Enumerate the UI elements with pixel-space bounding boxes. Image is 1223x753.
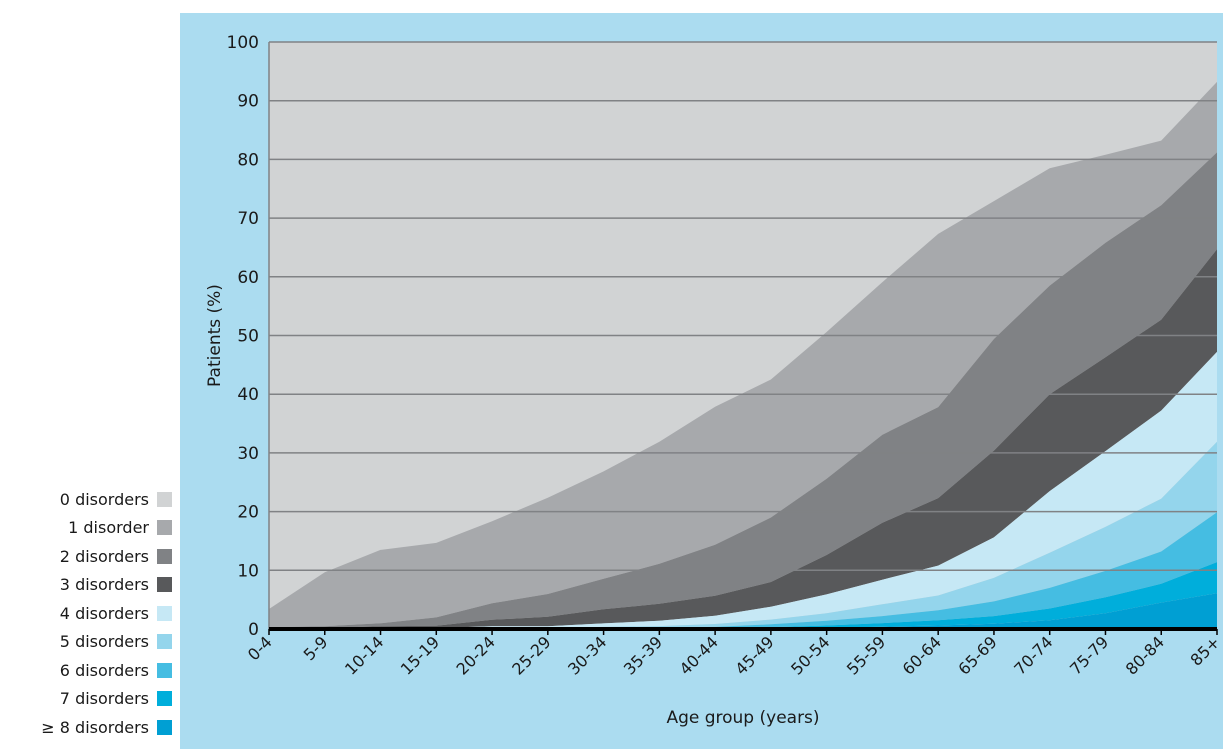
x-axis-label: Age group (years) [666, 708, 819, 728]
legend-item: 3 disorders [60, 574, 172, 596]
legend-label: 3 disorders [59, 575, 149, 594]
y-tick-label: 90 [237, 92, 259, 112]
legend-item: 1 disorder [68, 517, 172, 539]
series-4-area [269, 351, 1217, 629]
legend-label: 2 disorders [59, 546, 149, 566]
legend-label: 0 disorders [59, 489, 149, 509]
y-tick-label: 40 [237, 385, 259, 405]
legend-item: 5 disorders [60, 631, 172, 653]
y-tick-label: 70 [237, 209, 259, 229]
legend-label: 6 disorders [59, 660, 149, 680]
gridlines [269, 41, 1217, 572]
legend-item: 0 disorders [60, 488, 172, 510]
legend-item: 7 disorders [60, 688, 172, 710]
y-tick-label: 50 [237, 327, 259, 347]
legend-swatch [157, 548, 172, 564]
legend-label: 1 disorder [68, 518, 149, 537]
legend-swatch [157, 520, 172, 535]
legend-label: ≥ 8 disorders [41, 717, 149, 737]
legend-item: 4 disorders [60, 602, 172, 624]
legend-swatch [157, 491, 172, 507]
y-tick-label: 60 [237, 268, 259, 288]
legend-label: 7 disorders [59, 689, 149, 708]
series-2-area [269, 152, 1217, 629]
y-tick-label: 80 [237, 150, 259, 170]
series-0-area [269, 42, 1217, 609]
y-axis-ticks: 0 10 20 30 40 50 60 70 80 90 100 [227, 33, 259, 640]
legend-label: 4 disorders [59, 603, 149, 623]
y-tick-label: 30 [237, 444, 259, 464]
legend-item: 6 disorders [60, 659, 172, 681]
series-8-area [269, 593, 1217, 629]
legend-swatch [157, 662, 172, 678]
legend-label: 5 disorders [59, 632, 149, 651]
y-tick-label: 100 [227, 33, 259, 53]
y-axis-label: Patients (%) [205, 284, 225, 387]
chart-panel: 0 10 20 30 40 50 60 70 80 90 100 0-4 5-9 10-14 15-19 2… [180, 13, 1223, 749]
legend-swatch [157, 577, 172, 592]
legend-item: 2 disorders [60, 545, 172, 567]
axes [268, 42, 1217, 631]
y-tick-label: 10 [237, 561, 259, 581]
series-3-area [269, 249, 1217, 629]
legend-swatch [157, 691, 172, 706]
legend-swatch [157, 634, 172, 649]
y-tick-label: 0 [248, 620, 259, 640]
legend-swatch [157, 605, 172, 621]
legend-item: ≥ 8 disorders [41, 716, 172, 738]
y-tick-label: 20 [237, 503, 259, 523]
legend-swatch [157, 719, 172, 735]
